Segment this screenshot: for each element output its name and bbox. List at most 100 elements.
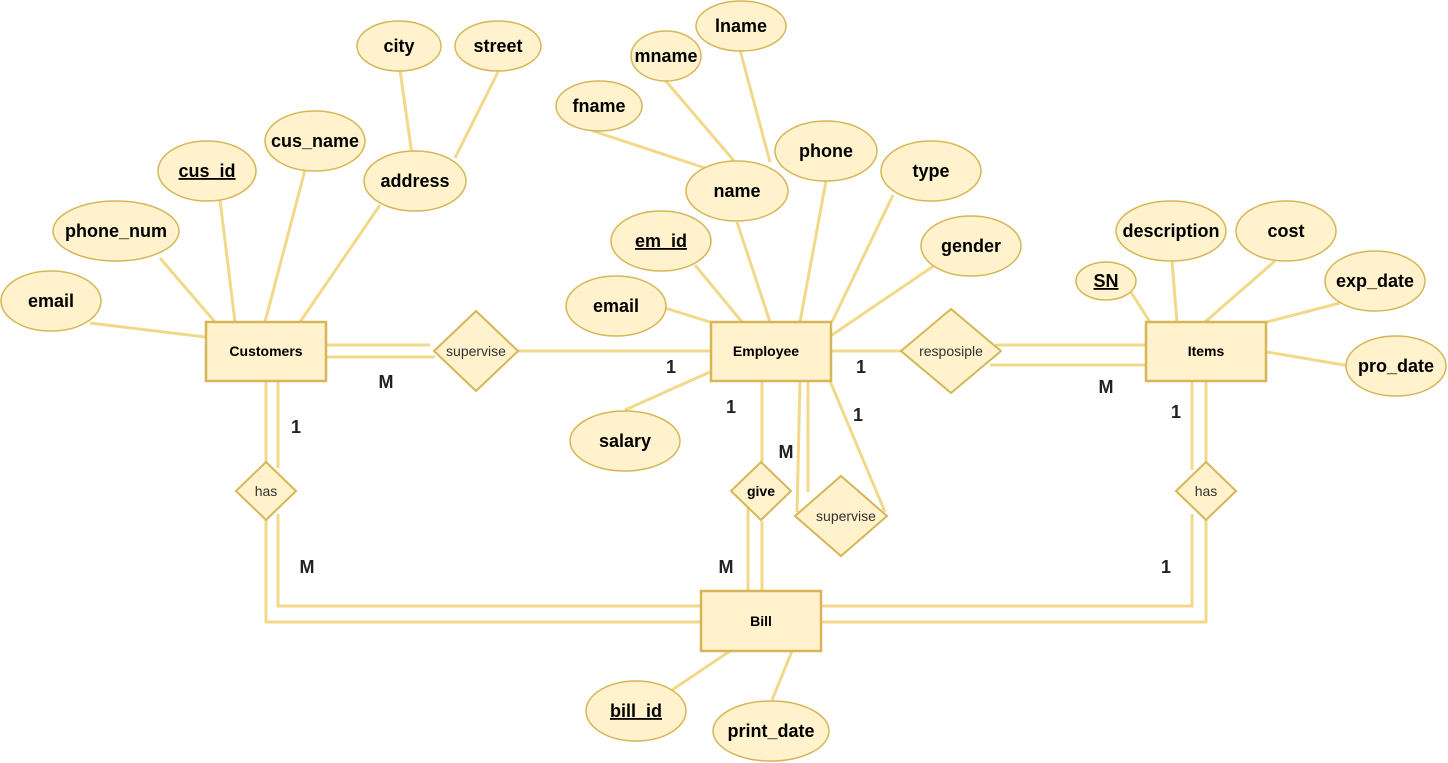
entity-bill[interactable]: Bill — [699, 589, 823, 653]
card-emp-supervise: 1 — [666, 357, 676, 377]
entity-items-label: Items — [1188, 343, 1225, 359]
attr-description[interactable]: description — [1115, 200, 1227, 262]
attr-pro-date[interactable]: pro_date — [1345, 335, 1447, 397]
card-bill-has-left: M — [300, 557, 315, 577]
attr-print-date-label: print_date — [727, 721, 814, 741]
attr-city[interactable]: city — [356, 20, 442, 72]
line-items-desc — [1170, 260, 1179, 323]
attr-email-employee-label: email — [593, 296, 639, 316]
attr-cus-id-label: cus_id — [178, 161, 235, 181]
attr-salary[interactable]: salary — [569, 410, 681, 472]
attr-address[interactable]: address — [363, 150, 467, 212]
line-emp-supself-1 — [795, 380, 802, 513]
relationship-give-label: give — [747, 483, 775, 499]
line-name-mname — [663, 79, 737, 163]
attr-lname[interactable]: lname — [695, 0, 787, 52]
attr-phone-num[interactable]: phone_num — [52, 200, 180, 262]
attr-sn-label: SN — [1093, 271, 1118, 291]
card-bill-give: M — [719, 557, 734, 577]
card-emp-resposiple: 1 — [856, 357, 866, 377]
relationship-supervise-employee-label: supervise — [816, 508, 876, 524]
attr-cus-name-label: cus_name — [271, 131, 359, 151]
attr-phone[interactable]: phone — [774, 120, 878, 182]
attr-city-label: city — [383, 36, 414, 56]
attr-email-customers[interactable]: email — [0, 270, 102, 332]
card-emp-supervise-self: 1 — [853, 405, 863, 425]
attr-email-employee[interactable]: email — [565, 275, 667, 337]
attr-email-customers-label: email — [28, 291, 74, 311]
attr-print-date[interactable]: print_date — [712, 700, 830, 762]
attr-fname[interactable]: fname — [555, 80, 643, 132]
relationship-supervise-customers-label: supervise — [446, 343, 506, 359]
attr-em-id-label: em_id — [635, 231, 687, 251]
entity-customers[interactable]: Customers — [204, 320, 328, 383]
attr-gender[interactable]: gender — [920, 215, 1022, 277]
attr-lname-label: lname — [715, 16, 767, 36]
line-cust-name — [263, 169, 307, 323]
attr-cus-id[interactable]: cus_id — [157, 140, 257, 202]
line-name-lname — [738, 49, 772, 163]
attr-gender-label: gender — [941, 236, 1001, 256]
relationship-give[interactable]: give — [729, 460, 793, 522]
attr-street-label: street — [473, 36, 522, 56]
line-items-pro — [1266, 350, 1351, 368]
card-emp-give: 1 — [726, 397, 736, 417]
attr-name-label: name — [713, 181, 760, 201]
line-has-bill-r2 — [822, 520, 1208, 624]
attr-em-id[interactable]: em_id — [610, 210, 712, 272]
line-cust-email — [89, 321, 206, 339]
line-has-bill-2 — [276, 514, 700, 608]
line-name-fname — [592, 129, 706, 170]
line-cust-phone — [158, 257, 217, 323]
line-cust-address — [298, 204, 382, 323]
attr-phone-label: phone — [799, 141, 853, 161]
attr-bill-id[interactable]: bill_id — [585, 680, 687, 742]
attr-exp-date[interactable]: exp_date — [1324, 250, 1426, 312]
attr-phone-num-label: phone_num — [65, 221, 167, 241]
attr-type[interactable]: type — [880, 140, 982, 202]
line-emp-phone — [798, 180, 828, 323]
line-emp-supself-3 — [828, 380, 887, 513]
line-emp-emid — [693, 264, 744, 323]
attr-name[interactable]: name — [685, 160, 789, 222]
relationship-has-customers-label: has — [255, 483, 278, 499]
attr-type-label: type — [912, 161, 949, 181]
attr-street[interactable]: street — [454, 20, 542, 72]
line-cust-id — [218, 199, 237, 323]
attr-mname[interactable]: mname — [630, 30, 702, 82]
entity-items[interactable]: Items — [1144, 320, 1268, 383]
attr-bill-id-label: bill_id — [610, 701, 662, 721]
entity-bill-label: Bill — [750, 613, 772, 629]
line-emp-type — [830, 194, 895, 323]
relationship-has-items[interactable]: has — [1174, 460, 1238, 522]
card-cust-has: 1 — [291, 417, 301, 437]
line-emp-email — [664, 306, 711, 324]
line-emp-salary — [624, 370, 711, 412]
line-items-cost — [1204, 259, 1276, 324]
card-bill-has-right: 1 — [1161, 557, 1171, 577]
attr-salary-label: salary — [599, 431, 651, 451]
entity-employee[interactable]: Employee — [709, 320, 833, 383]
attr-sn[interactable]: SN — [1075, 261, 1137, 301]
line-has-bill-1 — [264, 520, 700, 624]
connectors — [89, 49, 1351, 701]
card-cust-supervise: M — [379, 372, 394, 392]
entity-customers-label: Customers — [229, 343, 302, 359]
entity-employee-label: Employee — [733, 343, 799, 359]
card-give-top: M — [779, 442, 794, 462]
attr-exp-date-label: exp_date — [1336, 271, 1414, 291]
relationship-resposiple[interactable]: resposiple — [899, 307, 1003, 395]
relationship-supervise-employee[interactable]: supervise — [793, 474, 889, 558]
attr-mname-label: mname — [634, 46, 697, 66]
line-has-bill-r1 — [822, 514, 1194, 608]
line-items-exp — [1266, 301, 1341, 324]
attr-cost[interactable]: cost — [1235, 200, 1337, 262]
relationship-supervise-customers[interactable]: supervise — [432, 309, 520, 393]
line-address-street — [453, 71, 500, 159]
card-items-resposiple: M — [1099, 377, 1114, 397]
attr-fname-label: fname — [572, 96, 625, 116]
relationship-has-customers[interactable]: has — [234, 460, 298, 522]
cardinalities: M 1 1 M 1 M 1 M M 1 1 1 — [291, 357, 1181, 577]
attr-cus-name[interactable]: cus_name — [264, 110, 366, 172]
